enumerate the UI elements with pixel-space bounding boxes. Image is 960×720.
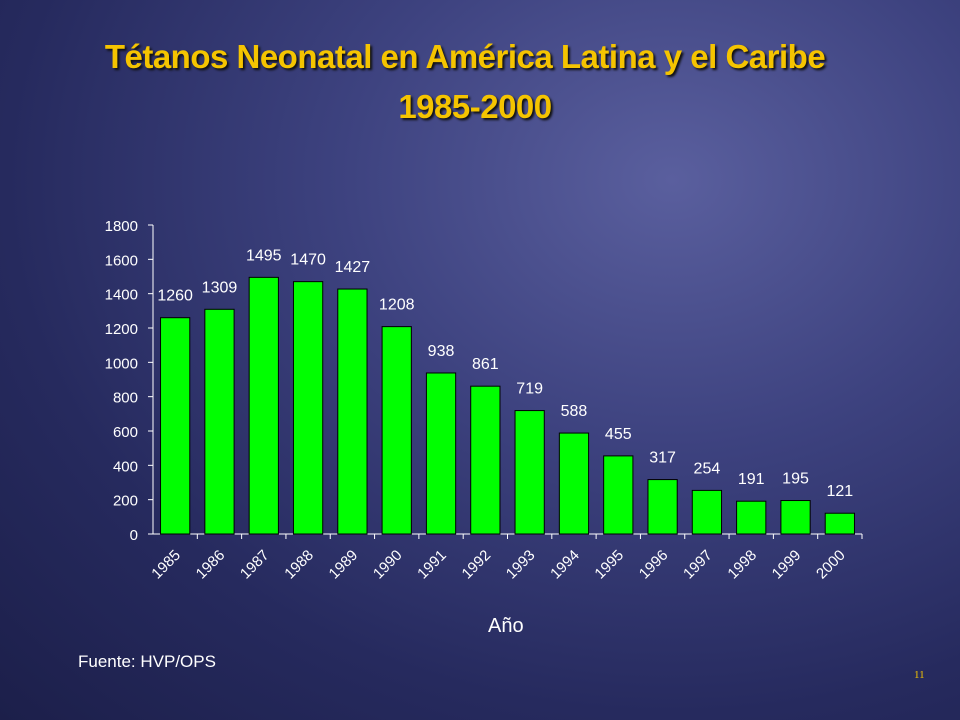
- bar: [558, 432, 590, 535]
- data-label: 1309: [202, 279, 238, 296]
- data-label: 317: [649, 450, 676, 467]
- bar: [337, 288, 368, 535]
- data-label: 938: [428, 343, 455, 360]
- bar: [780, 500, 811, 535]
- data-label: 121: [826, 483, 853, 500]
- x-tick-label: 2000: [813, 547, 849, 583]
- x-tick-label: 1997: [680, 547, 716, 583]
- bar: [824, 512, 855, 535]
- slide-title: Tétanos Neonatal en América Latina y el …: [104, 38, 826, 75]
- x-tick-label: 1991: [414, 547, 450, 583]
- data-label: 1470: [290, 252, 326, 269]
- bar: [647, 479, 678, 535]
- y-tick-label: 1800: [105, 218, 138, 235]
- x-axis-label: Año: [488, 615, 524, 637]
- slide-subtitle-years: 1985-2000: [398, 88, 552, 125]
- bar: [603, 455, 634, 535]
- data-label: 455: [605, 426, 632, 443]
- x-tick-label: 1985: [148, 547, 184, 583]
- bar: [425, 372, 457, 535]
- y-tick-label: 600: [113, 424, 138, 441]
- x-tick-label: 1998: [724, 547, 760, 583]
- bar: [381, 326, 412, 535]
- data-label: 254: [694, 460, 721, 477]
- x-tick-label: 1990: [370, 547, 406, 583]
- bar: [160, 317, 191, 535]
- x-tick-label: 1993: [503, 547, 539, 583]
- data-label: 195: [782, 471, 809, 488]
- bar: [514, 410, 545, 535]
- data-label: 719: [516, 381, 543, 398]
- bar: [470, 385, 501, 535]
- y-tick-label: 400: [113, 458, 138, 475]
- data-label: 1495: [246, 247, 282, 264]
- x-tick-label: 1988: [281, 547, 317, 583]
- x-tick-label: 1989: [326, 547, 362, 583]
- data-label: 861: [472, 356, 499, 373]
- x-tick-label: 1994: [547, 547, 583, 583]
- y-tick-label: 1600: [105, 252, 138, 269]
- data-label: 1427: [335, 259, 371, 276]
- x-tick-label: 1992: [459, 547, 495, 583]
- y-tick-label: 0: [130, 527, 138, 544]
- y-tick-label: 1000: [105, 355, 138, 372]
- y-tick-label: 1400: [105, 287, 138, 304]
- bar: [248, 276, 279, 535]
- x-tick-label: 1996: [636, 547, 672, 583]
- data-label: 191: [738, 471, 765, 488]
- source-note: Fuente: HVP/OPS: [78, 652, 216, 671]
- bar: [736, 500, 767, 535]
- data-label: 1208: [379, 297, 415, 314]
- data-label: 588: [561, 403, 588, 420]
- y-tick-label: 1200: [105, 321, 138, 338]
- x-tick-label: 1999: [769, 547, 805, 583]
- y-tick-label: 200: [113, 493, 138, 510]
- bar: [292, 281, 324, 535]
- x-tick-label: 1987: [237, 547, 273, 583]
- x-tick-label: 1986: [193, 547, 229, 583]
- bar: [691, 489, 723, 535]
- data-label: 1260: [157, 288, 193, 305]
- x-tick-label: 1995: [591, 547, 627, 583]
- bar: [204, 308, 235, 535]
- y-tick-label: 800: [113, 390, 138, 407]
- page-number: 11: [914, 669, 925, 681]
